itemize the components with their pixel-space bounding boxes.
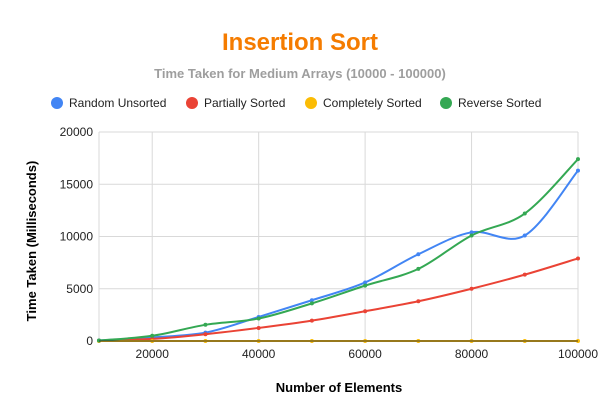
y-axis-title: Time Taken (Milliseconds) <box>24 161 39 322</box>
x-tick-label: 40000 <box>242 347 276 361</box>
data-point <box>363 283 368 288</box>
data-point <box>576 256 580 261</box>
y-tick-label: 5000 <box>66 282 93 296</box>
data-point <box>203 332 208 337</box>
legend-label: Reverse Sorted <box>458 96 541 110</box>
gridlines <box>98 131 579 341</box>
data-point <box>576 157 580 162</box>
data-point <box>522 272 527 277</box>
series-line-partially-sorted <box>98 257 579 342</box>
y-tick-label: 0 <box>86 334 93 348</box>
x-tick-label: 20000 <box>136 347 170 361</box>
data-point <box>256 316 261 321</box>
legend-label: Completely Sorted <box>323 96 422 110</box>
legend: Random Unsorted Partially Sorted Completel… <box>51 96 541 110</box>
data-point <box>576 168 580 173</box>
data-point <box>309 318 314 323</box>
data-point <box>522 233 527 238</box>
series-reverse-sorted <box>97 157 580 343</box>
legend-marker <box>186 97 198 109</box>
legend-marker <box>305 97 317 109</box>
data-point <box>309 298 314 303</box>
y-tick-label: 10000 <box>60 230 94 244</box>
legend-item-reverse-sorted: Reverse Sorted <box>440 96 541 110</box>
legend-label: Random Unsorted <box>69 96 166 110</box>
data-point <box>416 266 421 271</box>
data-point <box>469 233 474 238</box>
series-layer <box>97 157 580 343</box>
legend-marker <box>440 97 452 109</box>
data-point <box>469 230 474 235</box>
data-point <box>203 322 208 327</box>
legend-label: Partially Sorted <box>204 96 285 110</box>
data-point <box>416 252 421 257</box>
data-point <box>363 280 368 285</box>
y-tick-label: 15000 <box>60 177 94 191</box>
legend-item-completely-sorted: Completely Sorted <box>305 96 422 110</box>
legend-item-partially-sorted: Partially Sorted <box>186 96 285 110</box>
y-axis-ticks: 0 5000 10000 15000 20000 <box>60 125 94 348</box>
legend-marker <box>51 97 63 109</box>
data-point <box>256 325 261 330</box>
series-line-random-unsorted <box>98 170 579 342</box>
series-partially-sorted <box>97 256 580 343</box>
x-tick-label: 80000 <box>455 347 489 361</box>
data-point <box>150 333 155 338</box>
data-point <box>522 211 527 216</box>
x-axis-title: Number of Elements <box>276 380 402 395</box>
data-point <box>309 301 314 306</box>
x-tick-label: 100000 <box>558 347 598 361</box>
data-point <box>416 299 421 304</box>
data-point <box>363 309 368 314</box>
x-tick-label: 60000 <box>348 347 382 361</box>
chart-subtitle: Time Taken for Medium Arrays (10000 - 10… <box>154 66 446 81</box>
data-point <box>97 338 101 343</box>
x-axis-ticks: 20000 40000 60000 80000 100000 <box>136 347 599 361</box>
series-line-reverse-sorted <box>98 158 579 342</box>
data-point <box>469 286 474 291</box>
legend-item-random-unsorted: Random Unsorted <box>51 96 166 110</box>
y-tick-label: 20000 <box>60 125 94 139</box>
chart-title: Insertion Sort <box>222 29 378 56</box>
